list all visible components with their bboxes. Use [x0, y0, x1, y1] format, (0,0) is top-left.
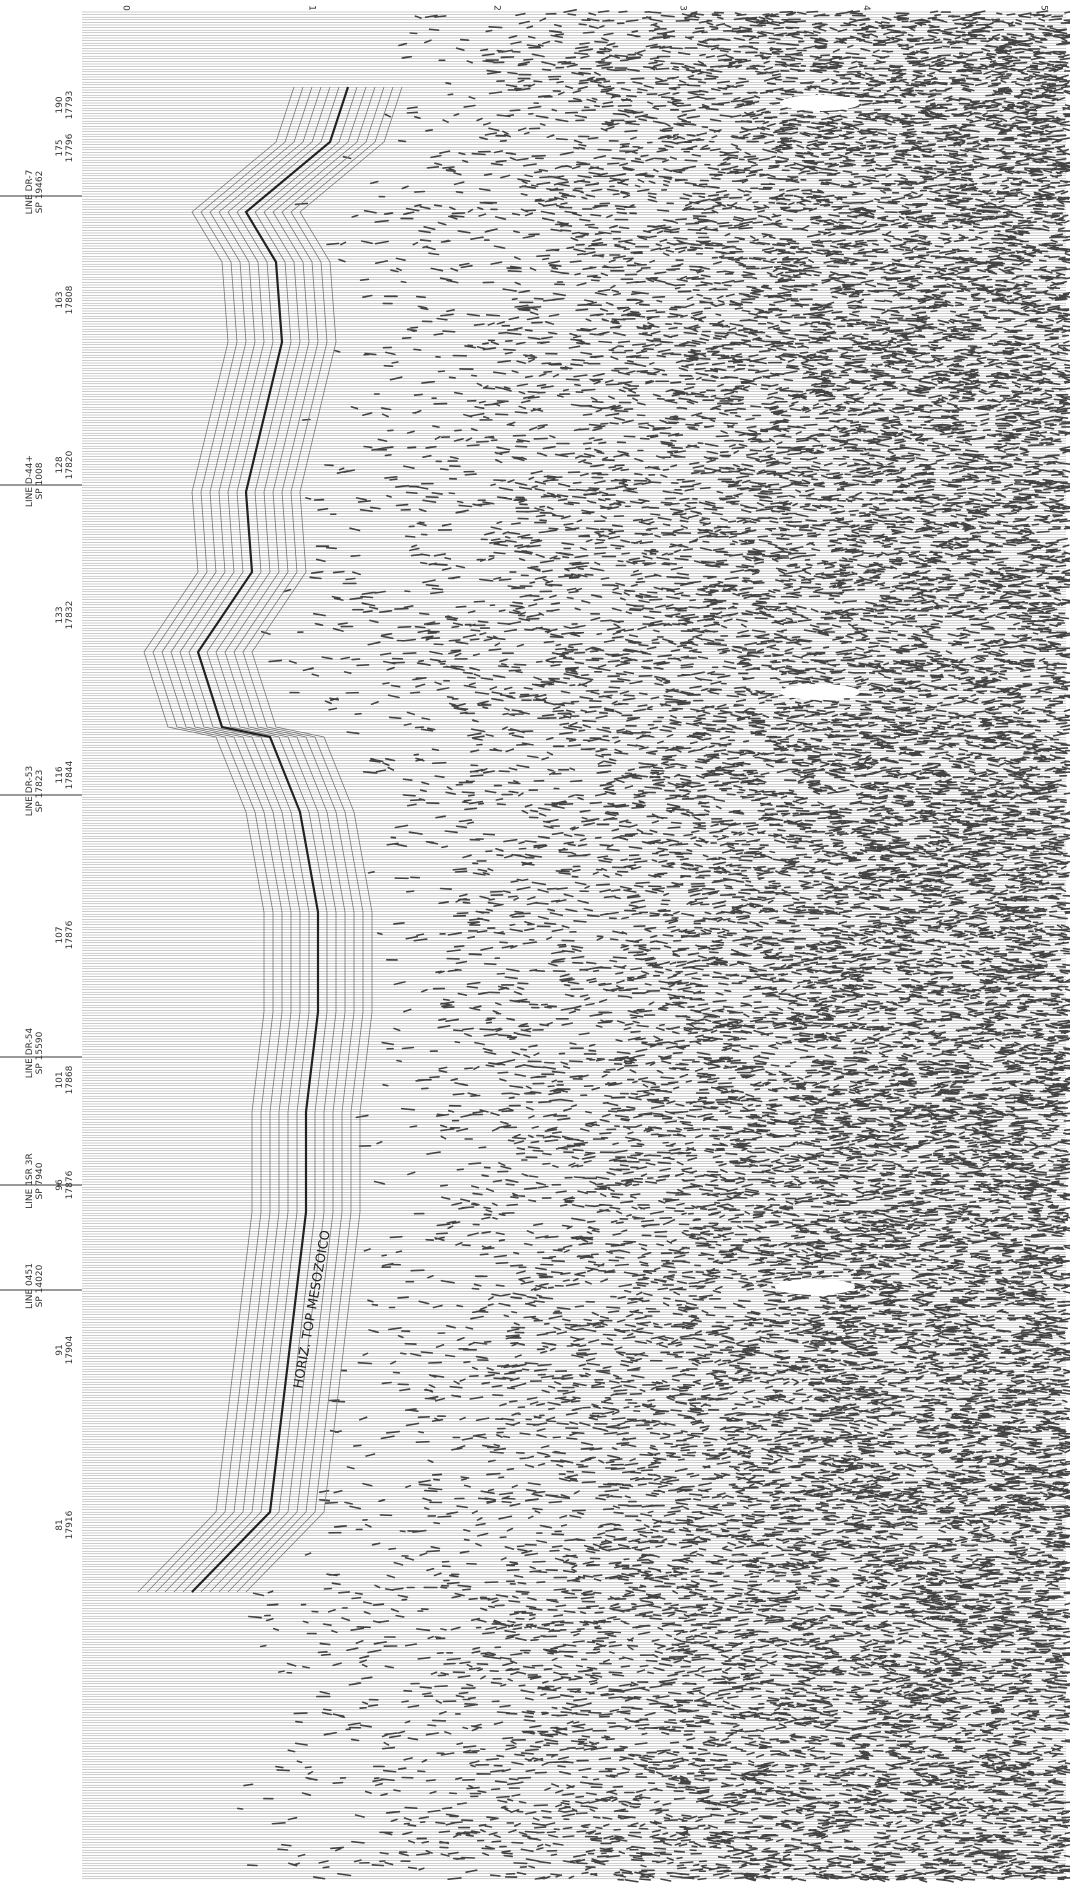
tie-line-sp: SP 7940	[35, 1162, 45, 1199]
tie-line-name: LINE DR-53	[25, 766, 35, 816]
trace-number: 17796	[65, 133, 75, 162]
time-label: 3	[677, 5, 687, 11]
trace-number: 17904	[65, 1335, 75, 1364]
shot-point: 96	[55, 1179, 65, 1191]
shot-point: 163	[55, 291, 65, 308]
shot-point: 128	[55, 456, 65, 473]
tie-line-sp: SP 15590	[35, 1031, 45, 1074]
time-label: 1	[307, 5, 317, 11]
trace-number: 17808	[65, 285, 75, 314]
time-label: 5	[1039, 5, 1049, 11]
tie-line-name: LINE DR-7	[25, 170, 35, 215]
shot-point: 91	[55, 1344, 65, 1355]
tie-line-sp: SP 19462	[35, 171, 45, 214]
shot-point: 190	[55, 96, 65, 113]
time-label: 0	[121, 5, 131, 11]
trace-number: 17844	[65, 760, 75, 789]
tie-line-name: LINE DR-54	[25, 1027, 35, 1078]
shot-point: 133	[55, 606, 65, 623]
shot-point: 116	[55, 766, 65, 783]
blank-spot	[780, 95, 860, 111]
tie-line-sp: SP 1008	[35, 462, 45, 499]
shot-point: 175	[55, 139, 65, 156]
trace-number: 17876	[65, 1170, 75, 1199]
tie-line-sp: SP 17823	[35, 770, 45, 813]
shot-point: 107	[55, 926, 65, 943]
shot-point: 101	[55, 1071, 65, 1088]
tie-line-sp: SP 14020	[35, 1264, 45, 1307]
time-label: 4	[861, 5, 871, 11]
trace-number: 17793	[65, 91, 75, 120]
time-label: 2	[491, 5, 501, 11]
trace-number: 17832	[65, 601, 75, 630]
noise-events	[237, 9, 1070, 1883]
tie-line-name: LINE 1SR 3R	[25, 1153, 35, 1208]
shot-point: 81	[55, 1519, 65, 1530]
tie-line-name: LINE D-44+	[25, 455, 35, 507]
trace-number: 17916	[65, 1510, 75, 1539]
blank-spot	[780, 684, 860, 700]
reflectors	[137, 86, 403, 1593]
tie-line-name: LINE 0451	[25, 1263, 35, 1309]
horizon	[191, 86, 350, 1593]
trace-number: 17868	[65, 1065, 75, 1094]
blank-spot	[775, 1279, 855, 1295]
trace-number: 17820	[65, 450, 75, 479]
trace-number: 17876	[65, 920, 75, 949]
